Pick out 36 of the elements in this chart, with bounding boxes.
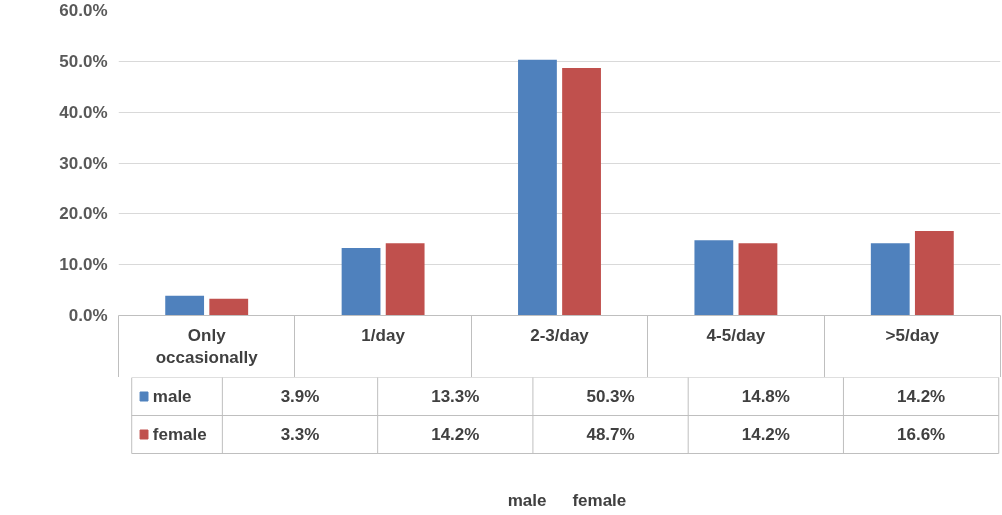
text: 50.3% [586,387,635,406]
bar [870,243,910,316]
y-tick-label: 30.0% [59,153,108,173]
text: 13.3% [431,387,480,406]
text: female [572,491,627,510]
text: 14.2% [741,425,790,444]
text: 14.8% [741,387,790,406]
text: male [507,491,547,510]
text: 3.9% [280,387,320,406]
y-tick-label: 50.0% [59,51,108,71]
text: 16.6% [897,425,946,444]
text: 14.2% [897,387,946,406]
x-tick-label: >5/day [885,325,940,345]
legend-label: male [152,387,192,406]
legend-label: female [152,425,207,444]
bar [518,59,557,316]
text: 3.3% [280,425,320,444]
bar [385,243,425,316]
bar [562,67,601,316]
x-tick-label: 1/day [361,325,406,345]
x-tick-label: Only occasionally [155,325,259,368]
y-tick-label: 10.0% [59,255,108,275]
bar [694,240,734,316]
y-tick-label: 0.0% [68,306,108,325]
y-tick-label: 20.0% [59,204,108,224]
text: 48.7% [586,425,635,444]
x-tick-label: 4-5/day [706,325,766,345]
y-tick-label: 60.0% [59,1,108,20]
text: 14.2% [431,425,480,444]
bar [165,295,205,316]
bar [209,298,249,316]
bar [341,247,381,316]
bar [738,243,778,316]
x-tick-label: 2-3/day [530,325,590,345]
bar [914,231,954,316]
y-tick-label: 40.0% [59,102,108,122]
